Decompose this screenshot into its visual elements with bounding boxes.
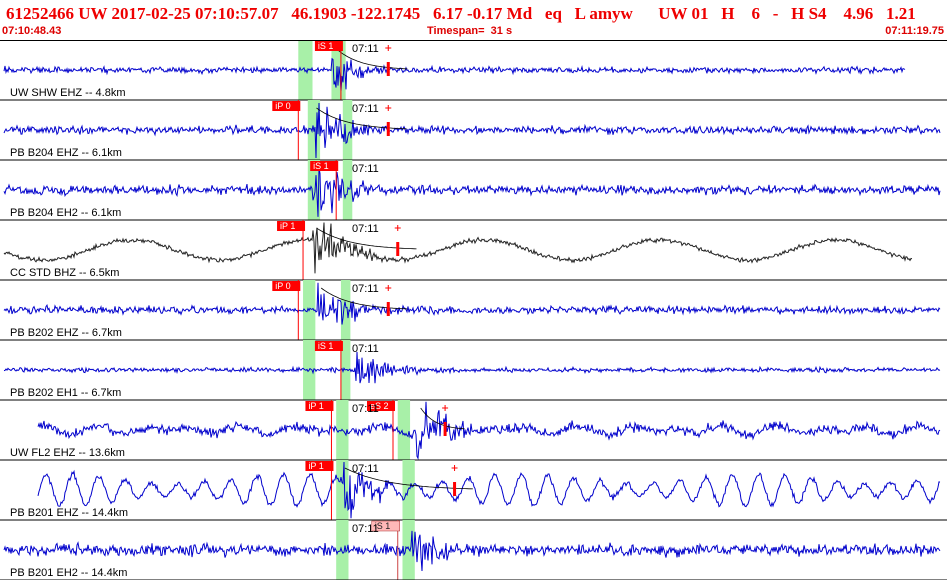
pick-label: iS 1: [313, 161, 329, 171]
station-label: PB B202 EH1 -- 6.7km: [10, 387, 121, 399]
pick-label: iP 0: [275, 281, 290, 291]
event-title: 61252466 UW 2017-02-25 07:10:57.07 46.19…: [6, 4, 916, 23]
time-tick-label: 07:11: [352, 523, 379, 535]
trace-panel[interactable]: iP 1 07:11 CC STD BHZ -- 6.5km: [0, 220, 947, 281]
trace-panel[interactable]: iP 1 eS 207:11 UW FL2 EHZ -- 13.6km: [0, 400, 947, 461]
coda-curve: [316, 107, 407, 130]
coda-curve: [320, 287, 408, 310]
pick-label: iP 1: [280, 221, 295, 231]
station-label: PB B201 EHZ -- 14.4km: [10, 507, 128, 519]
station-label: PB B204 EHZ -- 6.1km: [10, 147, 122, 159]
coda-marker: [396, 242, 400, 256]
pick-flag[interactable]: [314, 41, 343, 51]
pick-window: [298, 40, 313, 100]
waveform-trace: [37, 401, 941, 460]
pick-window: [336, 520, 349, 580]
timespan-label: Timespan= 31 s: [427, 25, 513, 37]
time-tick-label: 07:11: [352, 43, 379, 55]
pick-flag[interactable]: [314, 341, 343, 351]
time-tick-label: 07:11: [352, 343, 379, 355]
pick-window: [397, 400, 411, 460]
coda-marker: [386, 62, 390, 76]
pick-flag[interactable]: [277, 221, 306, 231]
trace-panel[interactable]: iS 1 07:11 UW SHW EHZ -- 4.8km: [0, 40, 947, 101]
time-tick-label: 07:11: [352, 163, 379, 175]
pick-flag[interactable]: [367, 401, 396, 411]
pick-window: [342, 100, 353, 160]
coda-marker: [386, 302, 390, 316]
waveform-trace: [37, 461, 941, 519]
pick-label: iP 1: [308, 401, 323, 411]
pick-label: iS 1: [318, 41, 334, 51]
pick-label: iS 1: [375, 521, 391, 531]
trace-panel[interactable]: iP 0 07:11 PB B204 EHZ -- 6.1km: [0, 100, 947, 161]
time-tick-label: 07:11: [352, 283, 379, 295]
station-label: PB B204 EH2 -- 6.1km: [10, 207, 121, 219]
station-label: UW FL2 EHZ -- 13.6km: [10, 447, 125, 459]
time-tick-label: 07:11: [352, 103, 379, 115]
pick-window: [340, 280, 351, 340]
pick-label: iS 1: [318, 341, 334, 351]
trace-panel[interactable]: iS 1 07:11 PB B204 EH2 -- 6.1km: [0, 160, 947, 221]
pick-flag[interactable]: [310, 161, 339, 171]
waveform-trace: [3, 530, 941, 572]
time-tick-label: 07:11: [352, 403, 379, 415]
coda-marker: [443, 422, 447, 436]
waveform-trace: [3, 351, 941, 384]
waveform-trace: [3, 57, 906, 91]
trace-panel[interactable]: iS 107:11 PB B201 EH2 -- 14.4km: [0, 520, 947, 580]
time-tick-label: 07:11: [352, 223, 379, 235]
coda-curve: [420, 407, 465, 430]
station-label: PB B201 EH2 -- 14.4km: [10, 567, 127, 579]
coda-curve: [344, 467, 473, 490]
trace-panel[interactable]: iP 0 07:11 PB B202 EHZ -- 6.7km: [0, 280, 947, 341]
start-time: 07:10:48.43: [2, 25, 62, 37]
waveform-trace: [3, 102, 941, 159]
pick-flag[interactable]: [272, 101, 301, 111]
pick-flag[interactable]: [305, 461, 334, 471]
waveform-trace: [3, 282, 941, 325]
header-bar: 61252466 UW 2017-02-25 07:10:57.07 46.19…: [0, 0, 947, 40]
pick-flag[interactable]: [305, 401, 334, 411]
waveform-trace: [3, 167, 941, 217]
time-tick-label: 07:11: [352, 463, 379, 475]
station-label: UW SHW EHZ -- 4.8km: [10, 87, 126, 99]
station-label: PB B202 EHZ -- 6.7km: [10, 327, 122, 339]
trace-panel[interactable]: iS 1 07:11 PB B202 EH1 -- 6.7km: [0, 340, 947, 401]
trace-panel[interactable]: iP 1 07:11 PB B201 EHZ -- 14.4km: [0, 460, 947, 521]
coda-marker: [453, 482, 457, 496]
coda-curve: [335, 47, 408, 70]
pick-label: iP 0: [275, 101, 290, 111]
pick-label: iP 1: [308, 461, 323, 471]
coda-curve: [316, 227, 417, 250]
coda-marker: [386, 122, 390, 136]
waveform-trace: [3, 222, 913, 274]
pick-label: eS 2: [370, 401, 389, 411]
pick-flag[interactable]: [371, 520, 400, 532]
pick-window: [402, 460, 415, 520]
end-time: 07:11:19.75: [885, 25, 944, 37]
pick-flag[interactable]: [272, 281, 301, 291]
station-label: CC STD BHZ -- 6.5km: [10, 267, 119, 279]
